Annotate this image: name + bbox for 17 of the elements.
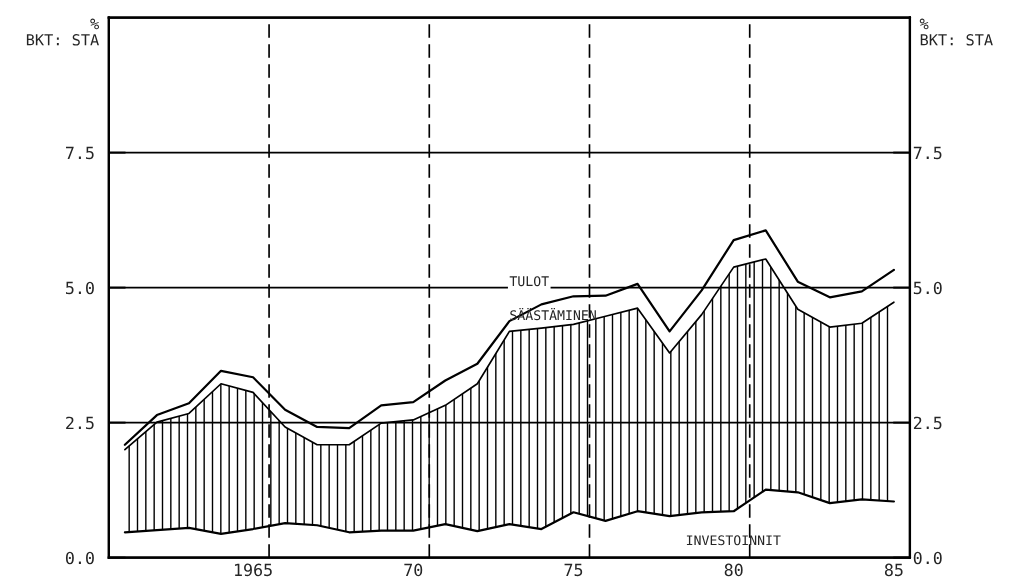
x-tick-label: 85 (884, 563, 903, 577)
y2-tick-label: 5.0 (913, 281, 942, 295)
y2-tick-label: 0.0 (913, 551, 942, 565)
x-tick-label: 70 (404, 563, 423, 577)
y-tick-label: 7.5 (66, 146, 94, 160)
x-tick-label: 1965 (234, 563, 272, 577)
y2-tick-label: 7.5 (913, 146, 942, 160)
y2-axis-title: % BKT: STA (919, 18, 993, 46)
y-tick-label: 2.5 (66, 416, 94, 430)
series-label: INVESTOINNIT (686, 535, 781, 546)
y-tick-label: 5.0 (66, 281, 94, 295)
y-axis-title: % BKT: STA (26, 18, 99, 46)
x-tick-label: 80 (724, 563, 743, 577)
x-tick-label: 75 (564, 563, 583, 577)
series-label: TULOT (509, 276, 549, 287)
y2-tick-label: 2.5 (913, 416, 942, 430)
y-tick-label: 0.0 (65, 551, 94, 565)
